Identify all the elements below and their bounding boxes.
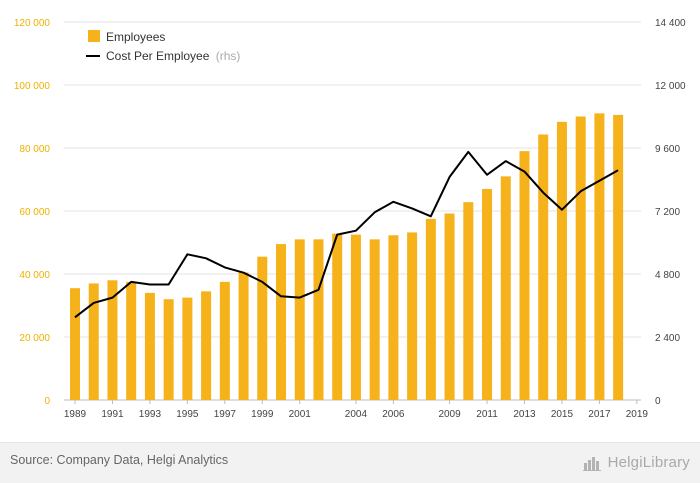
bar-employees-2012 — [500, 176, 511, 400]
y-right-tick-label: 0 — [655, 396, 661, 407]
x-tick-label: 2013 — [513, 409, 536, 420]
y-left-tick-label: 80 000 — [19, 144, 50, 155]
bar-employees-2007 — [407, 232, 418, 400]
y-left-tick-label: 100 000 — [14, 81, 51, 92]
bar-employees-2014 — [538, 134, 549, 400]
y-right-tick-label: 2 400 — [655, 333, 680, 344]
bar-employees-2010 — [463, 202, 474, 400]
y-axis-right: 0 2 400 4 800 7 200 9 600 12 000 14 400 — [655, 18, 686, 407]
bar-employees-1991 — [107, 280, 118, 400]
y-right-tick-label: 9 600 — [655, 144, 680, 155]
y-left-tick-label: 20 000 — [19, 333, 50, 344]
legend-label-cost-per-employee: Cost Per Employee (rhs) — [106, 49, 240, 63]
y-right-tick-label: 4 800 — [655, 270, 680, 281]
bar-employees-1993 — [144, 292, 155, 400]
bar-employees-2000 — [276, 244, 287, 400]
x-tick-label: 2001 — [289, 409, 312, 420]
x-tick-label: 2017 — [588, 409, 611, 420]
bar-employees-2005 — [369, 239, 380, 400]
x-tick-label: 1989 — [64, 409, 87, 420]
bar-employees-2006 — [388, 235, 399, 400]
x-tick-label: 2004 — [345, 409, 368, 420]
x-tick-label: 2011 — [476, 409, 498, 420]
y-right-tick-label: 14 400 — [655, 18, 686, 29]
bar-employees-2017 — [594, 113, 605, 400]
legend-swatch-employees — [88, 30, 100, 42]
line-cost-per-employee — [74, 150, 619, 319]
bar-employees-2008 — [425, 218, 436, 400]
bar-employees-2018 — [613, 114, 624, 401]
x-tick-label: 1997 — [214, 409, 237, 420]
bar-employees-1997 — [219, 281, 230, 400]
bar-employees-2009 — [444, 213, 455, 400]
bar-employees-1992 — [126, 281, 137, 400]
cost-per-employee-line-group — [74, 150, 619, 319]
y-right-tick-label: 7 200 — [655, 207, 680, 218]
bar-employees-2016 — [575, 116, 586, 400]
bar-employees-2004 — [350, 234, 361, 400]
bar-employees-1998 — [238, 272, 249, 400]
y-left-tick-label: 120 000 — [14, 18, 51, 29]
x-tick-label: 1995 — [176, 409, 199, 420]
logo-text: HelgiLibrary — [607, 453, 690, 471]
x-tick-label: 2006 — [382, 409, 405, 420]
bar-employees-2001 — [294, 239, 305, 400]
x-axis: 1989 1991 1993 1995 1997 1999 2001 2004 2006 2009… — [64, 400, 649, 420]
y-axis-left: 0 20 000 40 000 60 000 80 000 100 000 120 000 — [14, 18, 51, 407]
source-note: Source: Company Data, Helgi Analytics — [10, 453, 229, 467]
bar-employees-1989 — [70, 288, 80, 400]
legend: Employees Cost Per Employee (rhs) — [86, 30, 240, 63]
employees-bars — [70, 113, 624, 401]
x-tick-label: 2019 — [626, 409, 649, 420]
x-tick-label: 1991 — [101, 409, 124, 420]
x-tick-label: 1999 — [251, 409, 274, 420]
x-tick-label: 1993 — [139, 409, 162, 420]
y-left-tick-label: 40 000 — [19, 270, 50, 281]
bar-employees-1994 — [163, 299, 174, 400]
helgi-logo-icon — [582, 457, 601, 471]
x-tick-label: 2009 — [438, 409, 461, 420]
bar-employees-1999 — [257, 256, 268, 400]
bar-employees-2003 — [332, 233, 343, 400]
bar-employees-1990 — [88, 283, 99, 400]
legend-label-employees: Employees — [106, 30, 165, 44]
bar-employees-2002 — [313, 239, 324, 400]
bar-employees-2011 — [482, 188, 493, 400]
bar-employees-1995 — [182, 297, 193, 400]
bar-employees-1996 — [201, 291, 212, 400]
footer: Source: Company Data, Helgi Analytics He… — [0, 442, 700, 483]
x-tick-label: 2015 — [551, 409, 574, 420]
y-left-tick-label: 60 000 — [19, 207, 50, 218]
y-left-tick-label: 0 — [44, 396, 50, 407]
bar-employees-2015 — [556, 121, 567, 400]
y-right-tick-label: 12 000 — [655, 81, 686, 92]
helgi-library-logo[interactable]: HelgiLibrary — [582, 451, 690, 473]
bar-employees-2013 — [519, 151, 530, 400]
